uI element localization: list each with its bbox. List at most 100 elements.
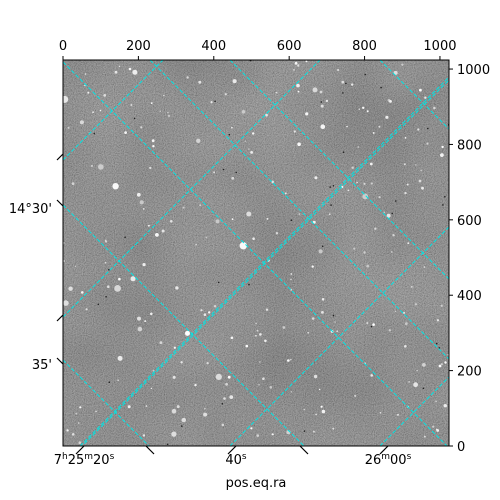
dark-speck: [427, 127, 429, 130]
star: [403, 312, 405, 314]
star: [245, 344, 249, 348]
star: [271, 433, 274, 436]
star: [294, 61, 298, 65]
x-axis-label: pos.eq.ra: [226, 476, 287, 491]
star: [319, 388, 321, 391]
star: [142, 208, 145, 210]
star: [297, 142, 301, 147]
star: [413, 382, 418, 388]
dark-speck: [364, 73, 367, 76]
star: [200, 309, 203, 312]
star: [336, 330, 339, 333]
star: [351, 166, 354, 169]
star: [356, 181, 358, 184]
star: [147, 224, 150, 227]
star: [436, 319, 440, 322]
star: [444, 361, 447, 364]
dark-speck: [422, 387, 425, 390]
star: [332, 427, 335, 430]
star: [103, 94, 107, 97]
star: [140, 126, 143, 129]
star: [71, 182, 75, 186]
dark-speck: [442, 204, 444, 206]
star: [341, 80, 345, 84]
star: [307, 331, 310, 334]
star: [173, 346, 176, 349]
star: [66, 429, 69, 432]
star: [203, 313, 207, 317]
star: [259, 361, 261, 363]
star: [246, 211, 252, 217]
star: [239, 242, 247, 250]
star: [383, 211, 386, 213]
star: [176, 405, 180, 409]
grid-line: [63, 60, 164, 161]
star: [137, 316, 141, 321]
star: [213, 171, 216, 174]
right-tick-label: 800: [457, 138, 482, 153]
star: [416, 369, 418, 372]
ra-tick-label: 26m​00s​: [365, 452, 412, 468]
dec-tick-label: 35': [32, 358, 52, 373]
star: [385, 115, 389, 119]
star: [347, 189, 350, 192]
star: [151, 139, 155, 143]
star: [321, 311, 324, 314]
star: [159, 110, 161, 113]
ra-tick: [379, 445, 389, 455]
star: [262, 377, 265, 381]
dec-tick: [56, 199, 64, 207]
star: [180, 361, 183, 364]
top-tick-label: 600: [277, 39, 302, 54]
dark-speck: [124, 236, 126, 239]
star: [161, 229, 165, 233]
star: [252, 132, 255, 135]
star: [372, 323, 375, 326]
star: [117, 379, 119, 381]
star: [420, 169, 423, 172]
ra-tick: [75, 445, 85, 455]
star: [357, 146, 360, 148]
star: [223, 397, 226, 400]
star: [136, 192, 141, 197]
dark-speck: [342, 151, 345, 153]
star-field: [63, 60, 449, 446]
star: [320, 124, 326, 129]
dark-speck: [108, 381, 111, 384]
right-pixel-axis: 0 200 400 600 800 1000: [449, 63, 490, 455]
star: [163, 94, 165, 97]
star: [392, 234, 395, 237]
star: [394, 310, 397, 313]
star: [170, 220, 173, 223]
dark-speck: [166, 443, 169, 446]
star: [99, 109, 102, 112]
star: [186, 76, 189, 79]
top-tick-label: 800: [352, 39, 377, 54]
star: [404, 322, 408, 326]
star: [127, 405, 131, 409]
star: [435, 400, 437, 403]
dark-speck: [248, 283, 250, 286]
star: [205, 236, 208, 239]
star: [221, 423, 225, 427]
star: [144, 320, 147, 323]
star: [255, 322, 257, 325]
top-tick-label: 1000: [423, 39, 456, 54]
star: [248, 148, 250, 150]
star: [410, 285, 413, 288]
star: [422, 363, 426, 367]
star: [388, 329, 391, 332]
dark-speck: [444, 196, 446, 198]
star: [438, 364, 442, 368]
grid-line: [63, 359, 150, 446]
star: [362, 106, 365, 110]
star: [315, 413, 317, 416]
dark-speck: [217, 281, 220, 284]
star: [198, 80, 202, 84]
dark-speck: [93, 132, 95, 135]
ra-tick: [299, 445, 309, 455]
dark-speck: [214, 100, 216, 103]
star: [423, 435, 426, 438]
star: [305, 60, 308, 63]
star: [366, 322, 369, 325]
